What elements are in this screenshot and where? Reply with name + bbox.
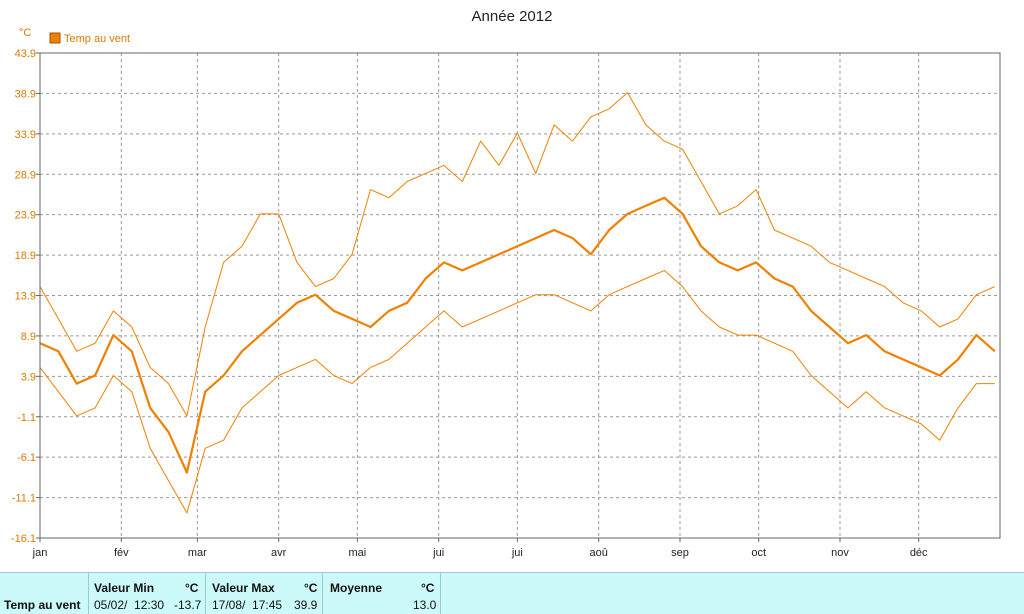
y-tick-labels: 43.9 38.9 33.9 28.9 23.9 18.9 13.9 8.9 3.9 -1.1 -6… bbox=[11, 48, 36, 545]
x-tick-label: aoû bbox=[590, 547, 608, 559]
x-tick-label: jui bbox=[511, 547, 523, 559]
min-unit: °C bbox=[185, 581, 199, 595]
y-tick-label: 3.9 bbox=[21, 371, 36, 383]
avg-value: 13.0 bbox=[413, 598, 437, 612]
x-tick-labels: jan fév mar avr mai jui jui aoû sep oct nov déc bbox=[32, 547, 928, 559]
min-header: Valeur Min bbox=[94, 581, 155, 595]
y-tick-label: -6.1 bbox=[17, 452, 36, 464]
legend-swatch bbox=[49, 32, 61, 44]
y-tick-label: 8.9 bbox=[21, 331, 36, 343]
min-datetime: 05/02/ 12:30 bbox=[94, 598, 165, 612]
stats-bar: Temp au vent Valeur Min °C 05/02/ 12:30 … bbox=[0, 572, 1024, 614]
y-tick-label: -11.1 bbox=[12, 493, 36, 505]
x-tick-label: déc bbox=[910, 547, 928, 559]
x-tick-label: sep bbox=[671, 547, 689, 559]
stats-row-label: Temp au vent bbox=[4, 598, 81, 612]
x-tick-label: nov bbox=[831, 547, 849, 559]
max-header: Valeur Max bbox=[212, 581, 275, 595]
temperature-chart: Année 2012 °C Temp au vent 43.9 38.9 33.9 2… bbox=[11, 8, 1001, 559]
y-tick-label: 38.9 bbox=[15, 88, 36, 100]
plot-frame bbox=[39, 52, 1001, 539]
y-tick-label: 23.9 bbox=[15, 210, 36, 222]
y-tick-label: 13.9 bbox=[15, 291, 36, 303]
max-unit: °C bbox=[304, 581, 318, 595]
series-line-min bbox=[39, 269, 995, 514]
y-tick-label: -1.1 bbox=[17, 412, 36, 424]
y-tick-label: 18.9 bbox=[15, 250, 36, 262]
x-tick-label: avr bbox=[271, 547, 287, 559]
series-lines bbox=[39, 92, 996, 514]
x-tick-label: oct bbox=[751, 547, 766, 559]
legend-label: Temp au vent bbox=[64, 33, 130, 45]
series-line-mean bbox=[39, 196, 996, 474]
avg-header: Moyenne bbox=[330, 581, 383, 595]
y-axis-unit: °C bbox=[19, 27, 31, 39]
min-value: -13.7 bbox=[174, 598, 202, 612]
x-tick-label: mar bbox=[188, 547, 207, 559]
y-tick-label: 43.9 bbox=[15, 48, 36, 60]
x-tick-label: jui bbox=[432, 547, 444, 559]
max-datetime: 17/08/ 17:45 bbox=[212, 598, 283, 612]
x-tick-label: fév bbox=[114, 547, 129, 559]
x-tick-label: jan bbox=[32, 547, 48, 559]
y-tick-label: 33.9 bbox=[15, 129, 36, 141]
max-value: 39.9 bbox=[294, 598, 318, 612]
y-tick-label: -16.1 bbox=[11, 533, 36, 545]
y-tick-label: 28.9 bbox=[15, 169, 36, 181]
series-line-max bbox=[39, 92, 996, 417]
chart-title: Année 2012 bbox=[472, 8, 553, 25]
x-tick-label: mai bbox=[349, 547, 367, 559]
avg-unit: °C bbox=[421, 581, 435, 595]
grid bbox=[36, 52, 1000, 542]
